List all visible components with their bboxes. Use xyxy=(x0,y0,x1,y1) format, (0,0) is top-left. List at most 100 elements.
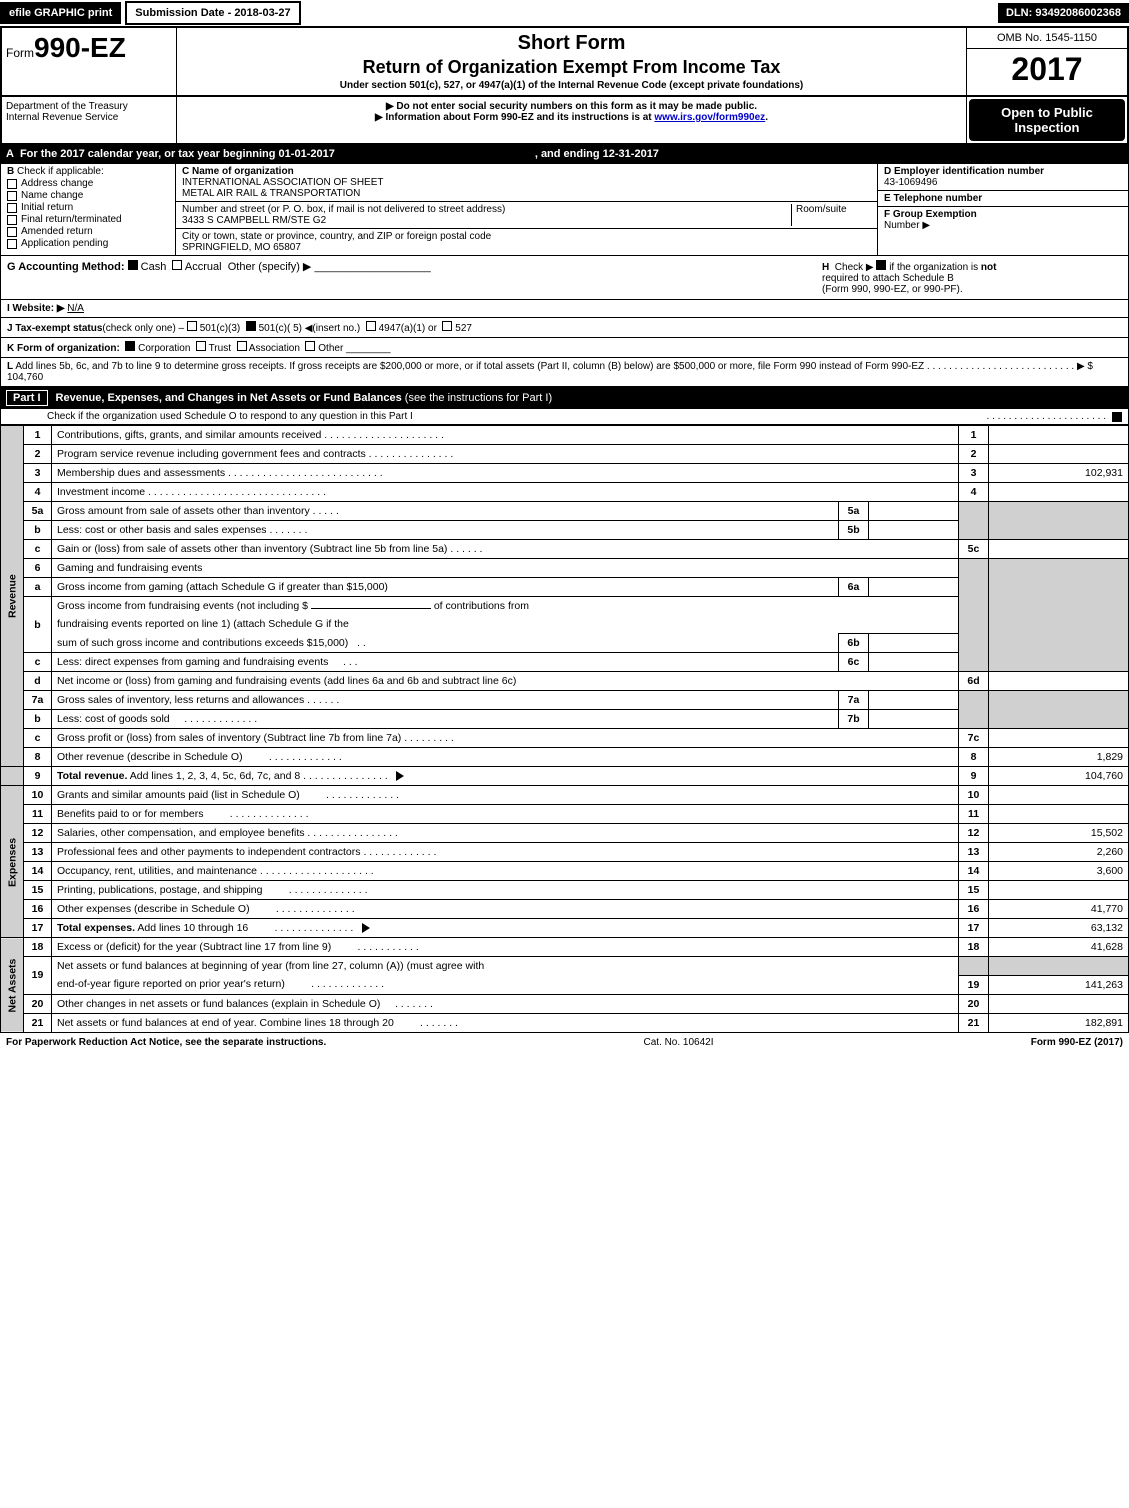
line-amount xyxy=(989,426,1129,445)
j-4947: 4947(a)(1) or xyxy=(379,323,437,334)
k-trust: Trust xyxy=(209,343,231,354)
line-ref: 19 xyxy=(959,975,989,994)
checkbox-icon[interactable] xyxy=(442,321,452,331)
line-12: 12 Salaries, other compensation, and emp… xyxy=(1,824,1129,843)
line-desc: sum of such gross income and contributio… xyxy=(57,637,348,649)
dln-label: DLN: 93492086002368 xyxy=(998,3,1129,23)
c-city-cell: City or town, state or province, country… xyxy=(176,229,877,255)
line-desc: Other revenue (describe in Schedule O) xyxy=(57,751,243,763)
checkbox-icon[interactable] xyxy=(7,227,17,237)
opt-initial: Initial return xyxy=(21,202,73,213)
line-desc: Gaming and fundraising events xyxy=(52,559,959,578)
efile-print-button[interactable]: efile GRAPHIC print xyxy=(0,2,121,24)
part-title: Revenue, Expenses, and Changes in Net As… xyxy=(56,392,402,404)
line-ref: 16 xyxy=(959,900,989,919)
checkbox-icon[interactable] xyxy=(305,341,315,351)
side-net-assets: Net Assets xyxy=(1,938,24,1033)
line-desc-2: of contributions from xyxy=(434,600,529,612)
j-text: (check only one) – xyxy=(102,323,184,334)
chk-name-change[interactable]: Name change xyxy=(7,190,169,201)
chk-amended-return[interactable]: Amended return xyxy=(7,226,169,237)
line-ref: 15 xyxy=(959,881,989,900)
line-2: 2 Program service revenue including gove… xyxy=(1,445,1129,464)
checkbox-icon[interactable] xyxy=(172,260,182,270)
line-num: 10 xyxy=(24,786,52,805)
irs-link[interactable]: www.irs.gov/form990ez xyxy=(654,112,765,123)
header-left: Form990-EZ xyxy=(2,28,177,95)
checkbox-icon[interactable] xyxy=(237,341,247,351)
form-prefix: Form xyxy=(6,46,34,60)
inbox-value xyxy=(869,710,959,729)
line-num: 9 xyxy=(24,767,52,786)
line-10: Expenses 10 Grants and similar amounts p… xyxy=(1,786,1129,805)
line-num: 11 xyxy=(24,805,52,824)
checkbox-icon[interactable] xyxy=(366,321,376,331)
line-ref: 1 xyxy=(959,426,989,445)
opt-final: Final return/terminated xyxy=(21,214,122,225)
line-5a: 5a Gross amount from sale of assets othe… xyxy=(1,502,1129,521)
line-17: 17 Total expenses. Add lines 10 through … xyxy=(1,919,1129,938)
line-desc: Net assets or fund balances at end of ye… xyxy=(57,1017,394,1029)
checkbox-icon[interactable] xyxy=(196,341,206,351)
line-amount: 102,931 xyxy=(989,464,1129,483)
checkbox-icon[interactable] xyxy=(7,179,17,189)
chk-address-change[interactable]: Address change xyxy=(7,178,169,189)
line-amount: 182,891 xyxy=(989,1013,1129,1032)
checkbox-icon[interactable] xyxy=(246,321,256,331)
line-num: 18 xyxy=(24,938,52,957)
g-label: G Accounting Method: xyxy=(7,261,125,273)
d-label: D Employer identification number xyxy=(884,166,1044,177)
k-other: Other xyxy=(318,343,343,354)
inbox-value xyxy=(869,634,959,653)
top-bar: efile GRAPHIC print Submission Date - 20… xyxy=(0,0,1129,26)
line-num: 13 xyxy=(24,843,52,862)
addr-value: 3433 S CAMPBELL RM/STE G2 xyxy=(182,215,791,226)
checkbox-icon[interactable] xyxy=(876,260,886,270)
page-footer: For Paperwork Reduction Act Notice, see … xyxy=(0,1033,1129,1052)
checkbox-icon[interactable] xyxy=(7,203,17,213)
line-ref: 5c xyxy=(959,540,989,559)
line-num: 19 xyxy=(24,957,52,995)
h-t4: (Form 990, 990-EZ, or 990-PF). xyxy=(822,284,963,295)
col-c: C Name of organization INTERNATIONAL ASS… xyxy=(176,164,878,255)
checkbox-icon[interactable] xyxy=(7,239,17,249)
f-label: F Group Exemption xyxy=(884,209,977,220)
checkbox-icon[interactable] xyxy=(187,321,197,331)
line-ref: 6d xyxy=(959,672,989,691)
k-label: K Form of organization: xyxy=(7,343,120,354)
footer-form-pre: Form xyxy=(1031,1037,1059,1048)
line-desc: Grants and similar amounts paid (list in… xyxy=(57,789,300,801)
col-d-e-f: D Employer identification number 43-1069… xyxy=(878,164,1128,255)
g-section: G Accounting Method: Cash Accrual Other … xyxy=(7,260,822,295)
line-ref: 18 xyxy=(959,938,989,957)
return-title: Return of Organization Exempt From Incom… xyxy=(181,57,962,78)
chk-application-pending[interactable]: Application pending xyxy=(7,238,169,249)
line-amount: 15,502 xyxy=(989,824,1129,843)
f-label2: Number ▶ xyxy=(884,220,1122,231)
chk-initial-return[interactable]: Initial return xyxy=(7,202,169,213)
subtitle: Under section 501(c), 527, or 4947(a)(1)… xyxy=(181,80,962,91)
line-num: c xyxy=(24,540,52,559)
line-amount xyxy=(989,786,1129,805)
j-label: J Tax-exempt status xyxy=(7,323,102,334)
h-label: H xyxy=(822,262,829,273)
chk-final-return[interactable]: Final return/terminated xyxy=(7,214,169,225)
inbox-label: 7b xyxy=(839,710,869,729)
line-desc: Investment income xyxy=(57,486,145,498)
checkbox-icon[interactable] xyxy=(128,260,138,270)
open-public-badge: Open to Public Inspection xyxy=(969,99,1125,141)
line-ref: 14 xyxy=(959,862,989,881)
checkbox-icon[interactable] xyxy=(1112,412,1122,422)
checkbox-icon[interactable] xyxy=(7,215,17,225)
f-cell: F Group Exemption Number ▶ xyxy=(878,207,1128,233)
line-ref: 21 xyxy=(959,1013,989,1032)
city-label: City or town, state or province, country… xyxy=(182,231,871,242)
inbox-value xyxy=(869,578,959,597)
checkbox-icon[interactable] xyxy=(125,341,135,351)
line-ref: 7c xyxy=(959,729,989,748)
footer-form-num: 990-EZ xyxy=(1059,1037,1092,1048)
website-value: N/A xyxy=(67,303,84,314)
line-9: 9 Total revenue. Total revenue. Add line… xyxy=(1,767,1129,786)
checkbox-icon[interactable] xyxy=(7,191,17,201)
header-center: Short Form Return of Organization Exempt… xyxy=(177,28,967,95)
